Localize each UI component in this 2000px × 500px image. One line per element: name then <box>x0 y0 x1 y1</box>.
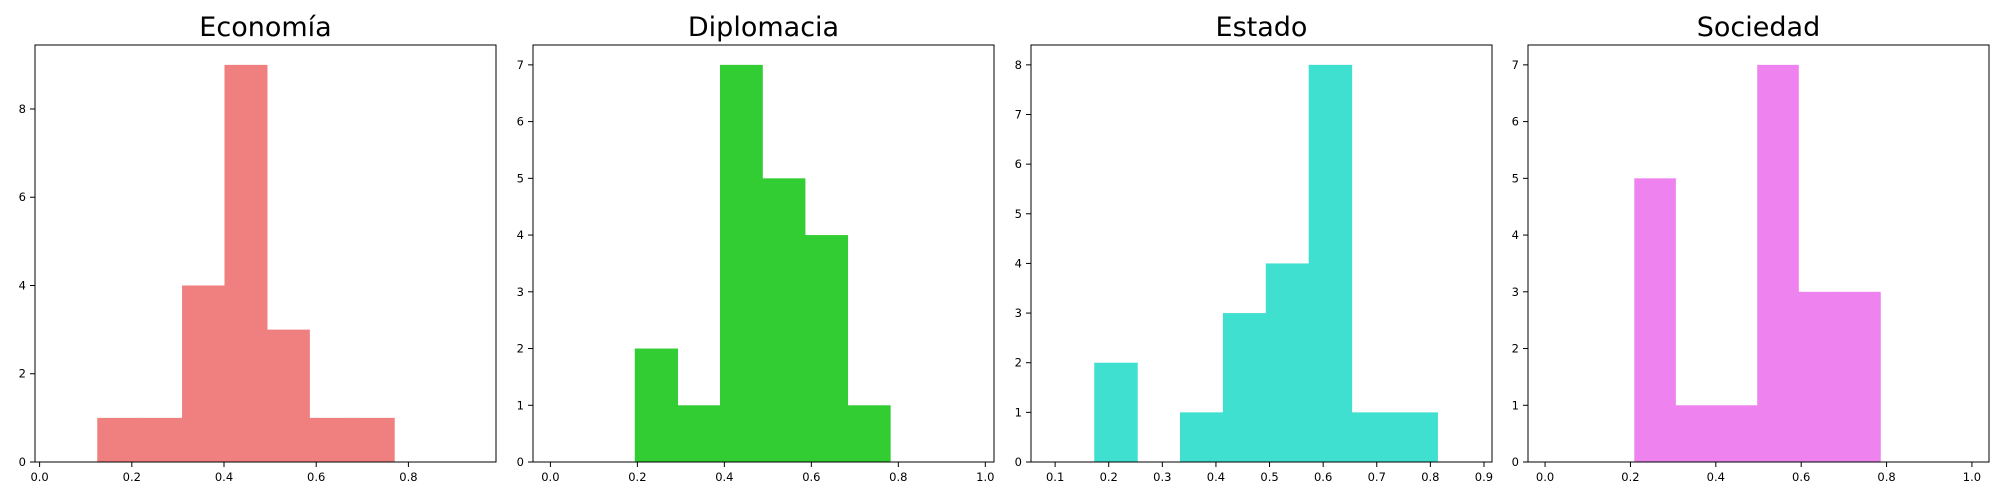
x-tick-label: 0.8 <box>1421 470 1439 484</box>
y-tick-label: 5 <box>1015 207 1022 221</box>
y-tick-label: 3 <box>1512 285 1519 299</box>
histogram-bar <box>224 64 268 463</box>
x-tick-label: 0.2 <box>1100 470 1118 484</box>
y-tick-label: 6 <box>517 115 524 129</box>
panel-sociedad: Sociedad 0.0 0.2 0.4 0.6 0.8 1.0 0 1 2 3 4 5 6 7 <box>1512 12 1990 484</box>
y-tick-label: 0 <box>1015 455 1022 469</box>
y-tick-label: 3 <box>517 285 524 299</box>
y-tick-label: 3 <box>1015 306 1022 320</box>
histogram-bar <box>1265 263 1310 462</box>
y-tick-label: 5 <box>517 171 524 185</box>
histogram-bar <box>309 417 353 462</box>
x-tick-label: 1.0 <box>1963 470 1981 484</box>
x-tick-label: 0.9 <box>1475 470 1493 484</box>
panel-title: Sociedad <box>1697 12 1820 43</box>
y-tick-label: 7 <box>1015 108 1022 122</box>
panel-estado: Estado 0.1 0.2 0.3 0.4 0.5 0.6 0.7 0.8 0.9 0 1 2 3 4 5… <box>1015 12 1493 484</box>
histogram-bar <box>720 64 763 463</box>
y-tick-label: 1 <box>1512 398 1519 412</box>
histogram-bar <box>1222 313 1267 462</box>
axes-frame <box>532 44 995 463</box>
axes-frame <box>34 44 497 463</box>
x-tick-label: 0.8 <box>1877 470 1895 484</box>
x-tick-label: 0.1 <box>1046 470 1064 484</box>
y-tick-label: 4 <box>19 278 26 292</box>
histogram-bar <box>1094 362 1138 462</box>
x-tick-label: 0.6 <box>802 470 820 484</box>
y-tick-label: 4 <box>1015 256 1022 270</box>
histogram-bar <box>1675 405 1717 462</box>
panel-economia: Economía 0.0 0.2 0.4 0.6 0.8 0 2 4 6 8 <box>19 12 497 484</box>
y-tick-label: 0 <box>1512 455 1519 469</box>
y-tick-label: 8 <box>19 102 26 116</box>
y-tick-label: 2 <box>19 367 26 381</box>
histogram-bar <box>1798 291 1840 462</box>
histogram-bar <box>1394 412 1438 462</box>
histogram-bar <box>351 417 395 462</box>
histogram-bar <box>1757 64 1799 463</box>
x-tick-label: 0.8 <box>399 470 417 484</box>
y-tick-label: 6 <box>19 190 26 204</box>
y-tick-label: 7 <box>1512 58 1519 72</box>
y-tick-label: 6 <box>1015 157 1022 171</box>
x-tick-label: 0.6 <box>1792 470 1810 484</box>
histogram-bar <box>139 417 183 462</box>
x-tick-label: 1.0 <box>976 470 994 484</box>
x-tick-label: 0.0 <box>541 470 559 484</box>
axes-frame <box>1527 44 1990 463</box>
y-tick-label: 1 <box>517 398 524 412</box>
x-tick-label: 0.2 <box>1621 470 1639 484</box>
x-tick-label: 0.4 <box>1707 470 1725 484</box>
axes-frame <box>1030 44 1493 463</box>
y-tick-label: 4 <box>1512 228 1519 242</box>
y-tick-label: 2 <box>1015 356 1022 370</box>
histogram-bar <box>762 178 806 462</box>
x-tick-label: 0.0 <box>30 470 48 484</box>
x-tick-label: 0.7 <box>1368 470 1386 484</box>
x-tick-label: 0.2 <box>123 470 141 484</box>
y-tick-label: 4 <box>517 228 524 242</box>
histogram-bar <box>634 348 678 462</box>
histogram-bar <box>182 285 226 462</box>
y-tick-label: 2 <box>517 342 524 356</box>
y-tick-label: 1 <box>1015 405 1022 419</box>
panel-diplomacia: Diplomacia 0.0 0.2 0.4 0.6 0.8 1.0 0 1 2 3 4 5 6 7 <box>517 12 995 484</box>
x-tick-label: 0.8 <box>889 470 907 484</box>
y-tick-label: 8 <box>1015 58 1022 72</box>
x-tick-label: 0.2 <box>628 470 646 484</box>
histogram-bar <box>1716 405 1758 462</box>
x-tick-label: 0.4 <box>715 470 733 484</box>
y-tick-label: 0 <box>517 455 524 469</box>
panel-title: Estado <box>1216 12 1308 43</box>
x-tick-label: 0.5 <box>1260 470 1278 484</box>
x-tick-label: 0.4 <box>1207 470 1225 484</box>
histogram-bar <box>804 235 849 462</box>
panel-title: Diplomacia <box>688 12 839 43</box>
y-tick-label: 5 <box>1512 171 1519 185</box>
histogram-bar <box>1839 291 1881 462</box>
y-tick-label: 0 <box>19 455 26 469</box>
x-tick-label: 0.4 <box>215 470 233 484</box>
histogram-bar <box>847 405 891 462</box>
x-tick-label: 0.0 <box>1536 470 1554 484</box>
y-tick-label: 2 <box>1512 342 1519 356</box>
y-tick-label: 7 <box>517 58 524 72</box>
histogram-bar <box>677 405 721 462</box>
histogram-bar <box>1351 412 1396 462</box>
x-tick-label: 0.6 <box>1314 470 1332 484</box>
panel-title: Economía <box>199 12 331 43</box>
y-tick-label: 6 <box>1512 115 1519 129</box>
histogram-bar <box>97 417 141 462</box>
histogram-bar <box>1308 64 1353 463</box>
histogram-bar <box>1634 178 1676 462</box>
x-tick-label: 0.3 <box>1153 470 1171 484</box>
histogram-bar <box>266 329 310 462</box>
x-tick-label: 0.6 <box>307 470 325 484</box>
histogram-bar <box>1180 412 1224 462</box>
